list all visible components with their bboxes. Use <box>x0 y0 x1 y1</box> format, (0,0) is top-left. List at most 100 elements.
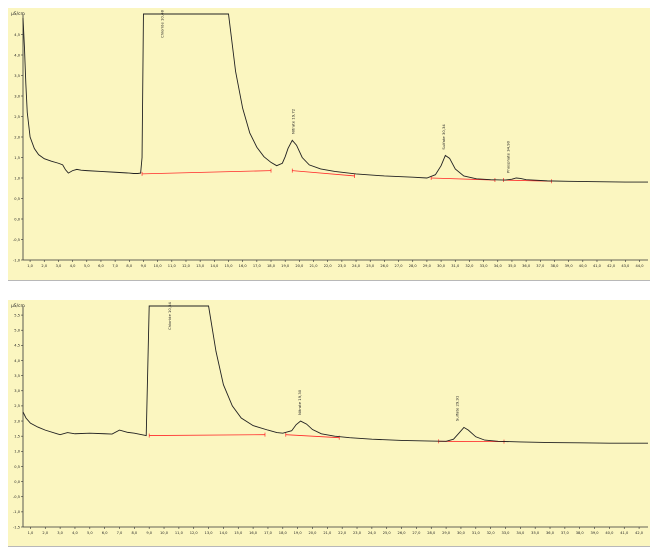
y-tick-label: 0,5 <box>14 197 20 201</box>
x-tick-label: 17,0 <box>264 531 273 535</box>
chromatogram-top: µS/cm -1,0 -0,5 0,0 0,5 1,0 1,5 2,0 2,5 3,0 3,5 4,0… <box>11 10 648 268</box>
y-tick-label: 1,0 <box>14 176 20 180</box>
peak-label: Chloride 10,54 <box>167 302 172 330</box>
x-tick-label: 16,0 <box>249 531 258 535</box>
x-tick-label: 18,0 <box>279 531 288 535</box>
peak-label: Nitrate 19,72 <box>290 108 295 134</box>
x-tick-label: 18,0 <box>267 264 276 268</box>
x-tick-label: 29,0 <box>442 531 451 535</box>
x-tick-label: 13,0 <box>196 264 205 268</box>
x-tick-label: 24,0 <box>368 531 377 535</box>
x-tick-label: 6,0 <box>98 264 104 268</box>
x-tick-label: 29,0 <box>423 264 432 268</box>
x-tick-label: 22,0 <box>338 531 347 535</box>
x-tick-label: 5,0 <box>84 264 90 268</box>
y-tick-label: 3,0 <box>14 389 20 393</box>
peak-label: Sulfate 30,34 <box>441 124 446 150</box>
x-tick-label: 31,0 <box>451 264 460 268</box>
y-tick-label: 5,5 <box>14 313 20 317</box>
y-tick-label: 4,5 <box>14 33 20 37</box>
x-tick-label: 40,0 <box>579 264 588 268</box>
x-tick-label: 12,0 <box>190 531 199 535</box>
signal-trace <box>22 305 648 444</box>
peak-label: Phosphate 34,90 <box>506 140 511 173</box>
x-tick-label: 2,0 <box>42 531 48 535</box>
x-tick-label: 39,0 <box>591 531 600 535</box>
x-tick-label: 22,0 <box>324 264 333 268</box>
x-tick-label: 35,0 <box>508 264 517 268</box>
x-tick-label: 8,0 <box>126 264 132 268</box>
peak-baseline <box>292 170 355 177</box>
x-tick-label: 34,0 <box>494 264 503 268</box>
x-tick-label: 32,0 <box>465 264 474 268</box>
x-tick-label: 33,0 <box>501 531 510 535</box>
x-tick-label: 37,0 <box>536 264 545 268</box>
x-tick-label: 13,0 <box>205 531 214 535</box>
y-tick-label: 0,0 <box>14 480 20 484</box>
y-tick-label: 2,0 <box>14 135 20 139</box>
x-tick-label: 24,0 <box>352 264 361 268</box>
y-tick-label: 3,0 <box>14 94 20 98</box>
x-tick-label: 26,0 <box>380 264 389 268</box>
x-tick-label: 5,0 <box>87 531 93 535</box>
x-tick-label: 6,0 <box>102 531 108 535</box>
y-tick-label: -1,5 <box>13 525 20 529</box>
y-tick-label: 0,0 <box>14 217 20 221</box>
x-tick-label: 20,0 <box>308 531 317 535</box>
y-tick-label: -1,0 <box>13 258 21 262</box>
x-tick-label: 20,0 <box>295 264 304 268</box>
x-tick-label: 15,0 <box>234 531 243 535</box>
chromatogram-panel-top: µS/cm -1,0 -0,5 0,0 0,5 1,0 1,5 2,0 2,5 3,0 3,5 4,0… <box>8 8 650 281</box>
x-tick-label: 36,0 <box>522 264 531 268</box>
x-tick-label: 19,0 <box>281 264 290 268</box>
x-tick-label: 3,0 <box>57 531 63 535</box>
y-tick-label: 4,0 <box>14 53 20 57</box>
y-axis-label: µS/cm <box>11 11 25 17</box>
chromatogram-panel-bottom: µS/cm -1,5 -1,0 -0,5 0,0 0,5 1,0 1,5 2,0 2,5 3,0 3,… <box>8 300 650 547</box>
y-tick-label: 2,5 <box>14 404 20 408</box>
x-tick-label: 23,0 <box>353 531 362 535</box>
x-tick-label: 43,0 <box>621 264 630 268</box>
x-tick-label: 31,0 <box>472 531 481 535</box>
x-tick-label: 41,0 <box>593 264 602 268</box>
y-tick-label: -0,5 <box>13 495 20 499</box>
x-tick-label: 4,0 <box>70 264 76 268</box>
y-tick-label: 1,0 <box>14 450 20 454</box>
y-tick-label: 3,5 <box>14 374 20 378</box>
x-tick-label: 41,0 <box>620 531 629 535</box>
x-tick-label: 14,0 <box>219 531 228 535</box>
x-tick-label: 27,0 <box>412 531 421 535</box>
peak-label: Sulfate 29,91 <box>455 395 460 421</box>
x-tick-label: 8,0 <box>131 531 137 535</box>
x-tick-label: 23,0 <box>338 264 347 268</box>
x-tick-label: 42,0 <box>635 531 644 535</box>
x-tick-label: 30,0 <box>437 264 446 268</box>
x-tick-label: 39,0 <box>565 264 574 268</box>
peak-baseline <box>285 434 340 439</box>
x-tick-label: 32,0 <box>487 531 496 535</box>
x-tick-label: 17,0 <box>253 264 262 268</box>
x-tick-label: 25,0 <box>366 264 375 268</box>
peak-label: Nitrate 19,30 <box>297 389 302 415</box>
y-tick-label: 4,0 <box>14 359 20 363</box>
x-tick-label: 35,0 <box>531 531 540 535</box>
x-tick-label: 21,0 <box>310 264 319 268</box>
x-tick-label: 2,0 <box>41 264 47 268</box>
y-tick-label: 2,0 <box>14 419 20 423</box>
y-tick-label: 0,5 <box>14 465 20 469</box>
x-tick-label: 38,0 <box>576 531 585 535</box>
chromatogram-bottom: µS/cm -1,5 -1,0 -0,5 0,0 0,5 1,0 1,5 2,0 2,5 3,0 3,… <box>11 302 648 535</box>
y-tick-label: 2,5 <box>14 115 20 119</box>
y-tick-label: 1,5 <box>14 156 20 160</box>
x-tick-label: 38,0 <box>550 264 559 268</box>
y-tick-label: 4,5 <box>14 344 20 348</box>
x-tick-label: 25,0 <box>383 531 392 535</box>
x-tick-label: 34,0 <box>516 531 525 535</box>
peak-label: Chloride 10,48 <box>159 10 164 38</box>
x-tick-label: 21,0 <box>323 531 332 535</box>
x-tick-label: 14,0 <box>210 264 219 268</box>
x-tick-label: 27,0 <box>395 264 404 268</box>
x-tick-label: 44,0 <box>635 264 644 268</box>
x-tick-label: 28,0 <box>409 264 418 268</box>
x-tick-label: 15,0 <box>224 264 233 268</box>
